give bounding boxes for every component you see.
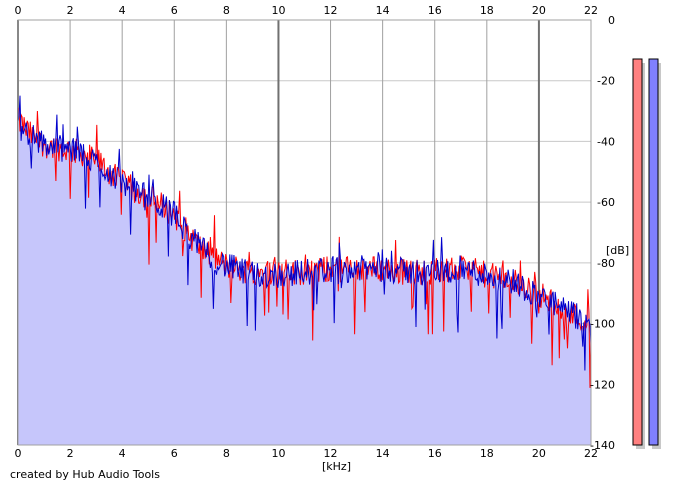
y-tick-label: -60: [597, 196, 615, 209]
plot-frame: [17, 19, 592, 446]
x-tick-label-bottom: 10: [271, 447, 285, 460]
level-meter-left: [632, 58, 643, 446]
series-line-left: [17, 107, 592, 388]
x-tick-label-top: 20: [532, 4, 546, 17]
x-tick-label-top: 12: [324, 4, 338, 17]
x-tick-label-bottom: 6: [171, 447, 178, 460]
y-tick-label: -40: [597, 135, 615, 148]
x-tick-label-top: 8: [223, 4, 230, 17]
x-tick-label-top: 6: [171, 4, 178, 17]
x-tick-label-bottom: 20: [532, 447, 546, 460]
x-tick-label-top: 16: [428, 4, 442, 17]
plot-border: [17, 19, 592, 446]
x-tick-label-top: 4: [119, 4, 126, 17]
level-meter-right: [648, 58, 659, 446]
y-axis-label: [dB]: [606, 244, 629, 257]
x-tick-label-bottom: 22: [584, 447, 598, 460]
y-tick-label: 0: [608, 14, 615, 27]
y-tick-labels: 0 -20 -40 -60 -80 -100 -120 -140: [590, 14, 615, 452]
x-tick-labels-bottom: 0 2 4 6 8 10 12 14 16 18 20 22: [15, 447, 599, 460]
x-tick-labels-top: 0 2 4 6 8 10 12 14 16 18 20 22: [15, 4, 599, 17]
x-tick-label-bottom: 12: [324, 447, 338, 460]
level-meters: [632, 58, 661, 449]
series-line-right: [17, 95, 592, 371]
x-tick-label-bottom: 4: [119, 447, 126, 460]
y-tick-label: -140: [590, 439, 615, 452]
x-tick-label-top: 0: [15, 4, 22, 17]
y-tick-label: -100: [590, 318, 615, 331]
x-axis-label: [kHz]: [322, 460, 351, 473]
x-tick-label-bottom: 8: [223, 447, 230, 460]
x-tick-label-top: 22: [584, 4, 598, 17]
x-tick-label-top: 10: [271, 4, 285, 17]
x-tick-label-top: 2: [67, 4, 74, 17]
x-tick-label-bottom: 16: [428, 447, 442, 460]
spectrum-lines: [17, 95, 592, 388]
y-tick-label: -20: [597, 75, 615, 88]
x-tick-label-bottom: 0: [15, 447, 22, 460]
x-tick-label-bottom: 18: [480, 447, 494, 460]
x-tick-label-bottom: 2: [67, 447, 74, 460]
credit-text: created by Hub Audio Tools: [10, 468, 160, 481]
x-tick-label-top: 18: [480, 4, 494, 17]
y-tick-label: -120: [590, 378, 615, 391]
x-tick-label-bottom: 14: [376, 447, 390, 460]
y-tick-label: -80: [597, 257, 615, 270]
x-tick-label-top: 14: [376, 4, 390, 17]
